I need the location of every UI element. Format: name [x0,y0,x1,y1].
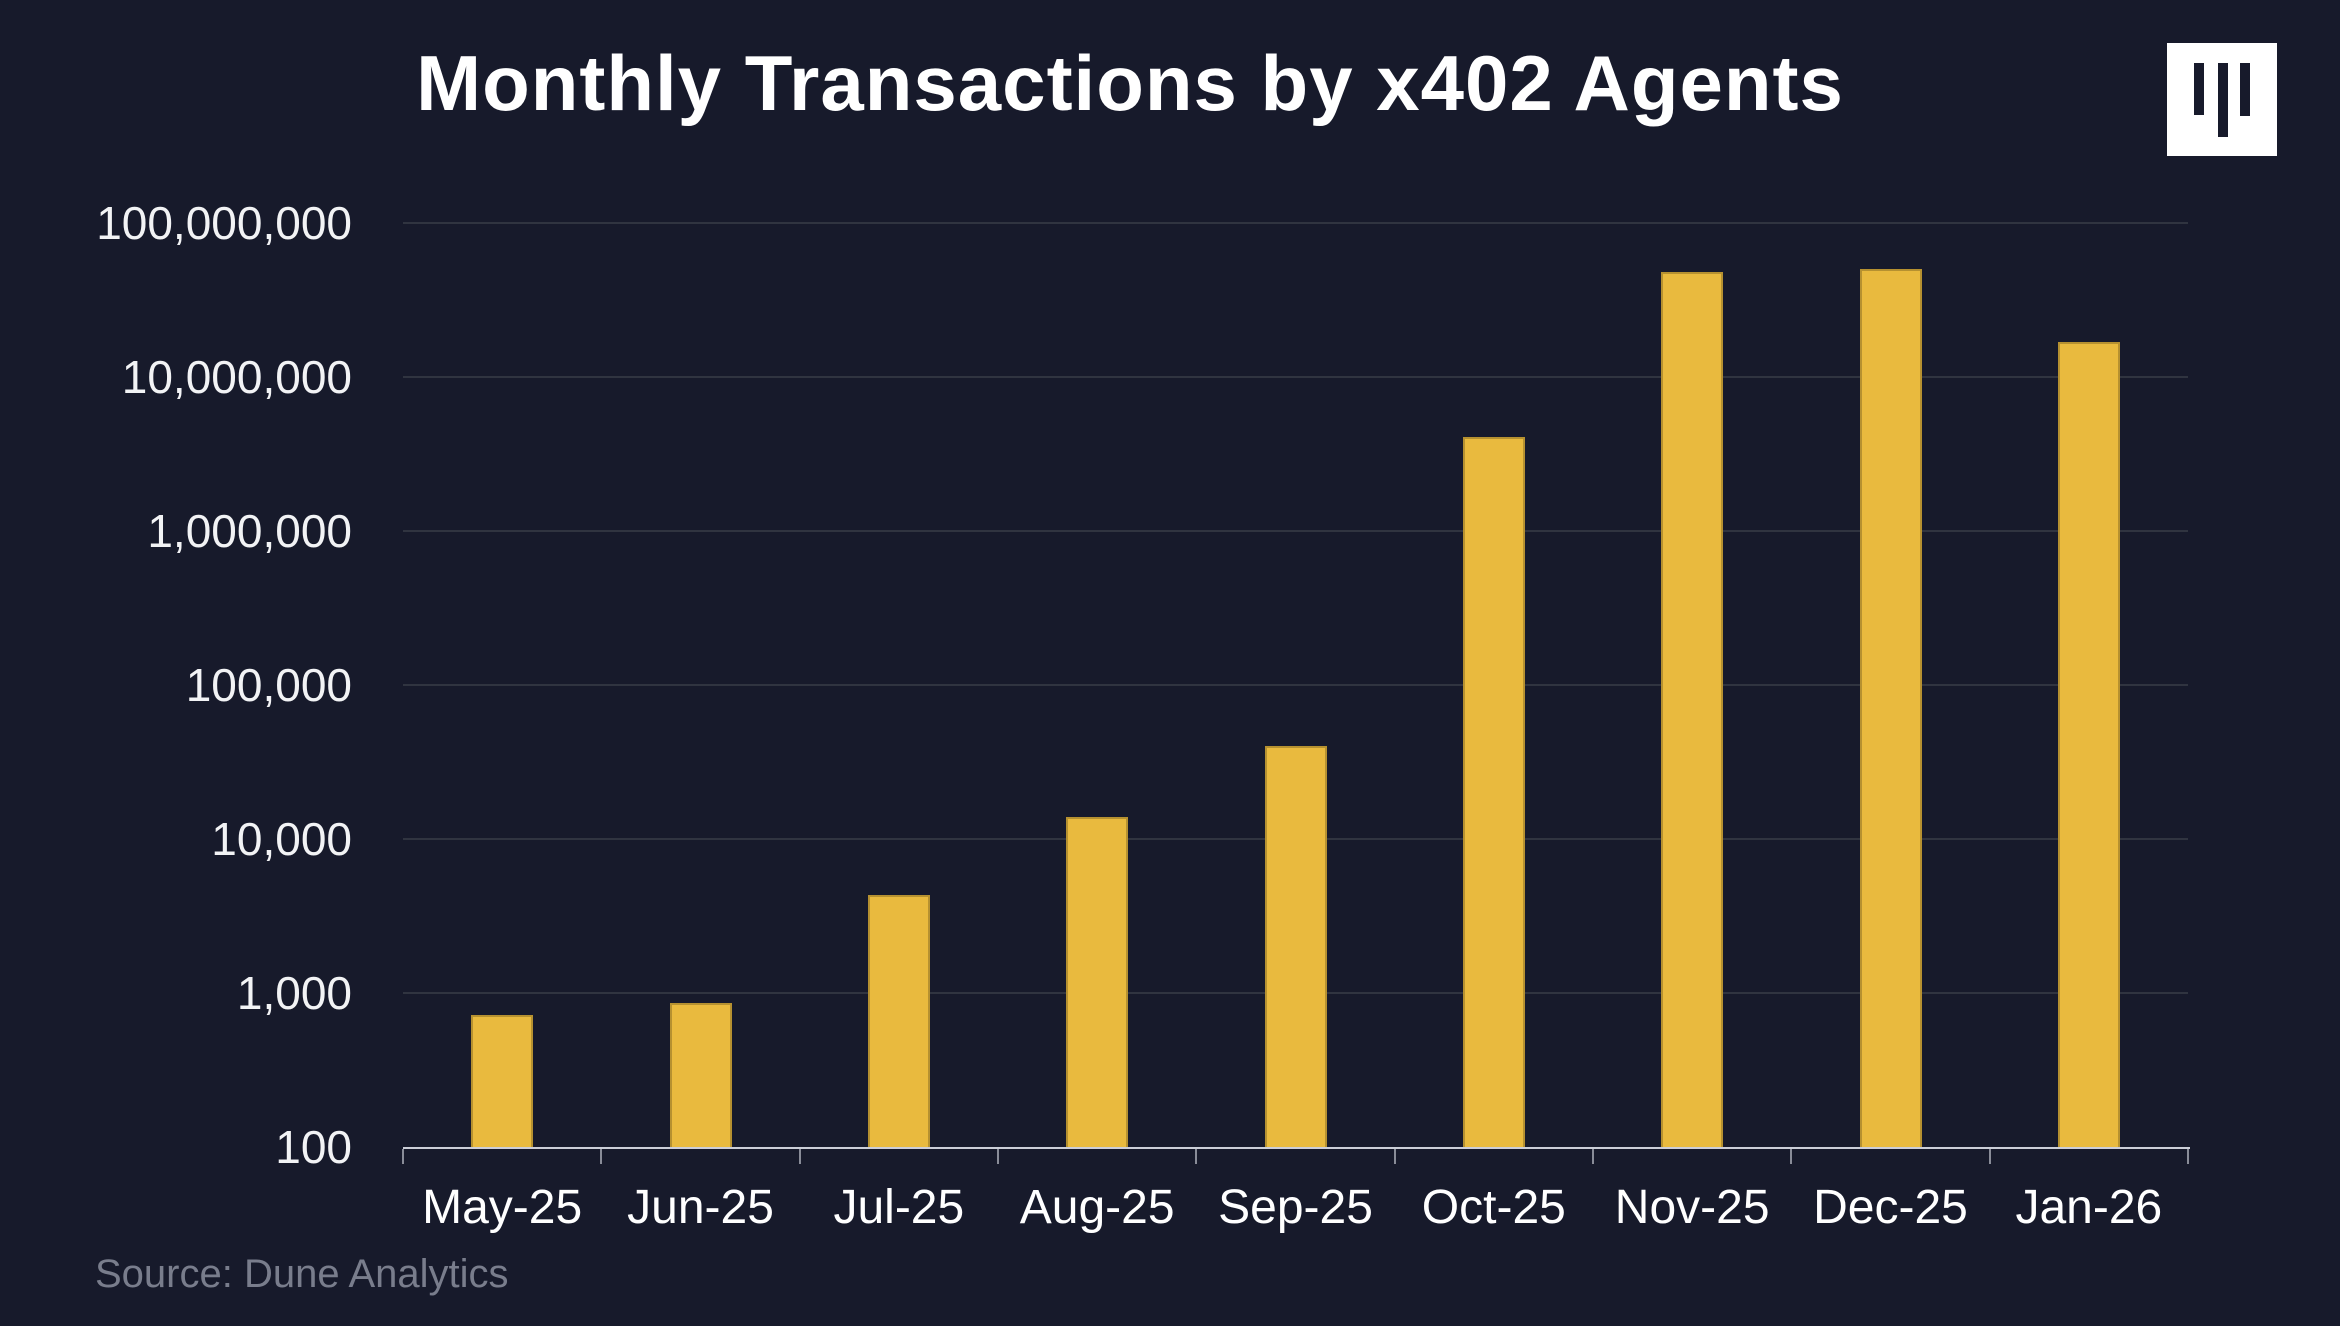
bar-oct-25 [1462,436,1525,1147]
y-axis-label: 100 [275,1121,352,1173]
bar-sep-25 [1264,746,1327,1147]
x-axis-tick [1790,1149,1793,1164]
logo-bar-icon [2240,63,2250,116]
bar-aug-25 [1066,816,1129,1147]
x-axis-label: Jan-26 [2015,1181,2163,1234]
bar-jul-25 [867,895,930,1147]
y-axis-label: 100,000,000 [96,197,352,249]
source-note: Source: Dune Analytics [95,1252,509,1296]
x-axis-tick [1393,1149,1396,1164]
x-axis-label: Sep-25 [1218,1181,1373,1234]
x-axis-line [403,1147,2190,1149]
x-axis-label: Aug-25 [1019,1181,1175,1234]
bar-dec-25 [1859,269,1922,1147]
x-axis-tick [798,1149,801,1164]
plot-area [403,222,2188,1147]
x-axis-tick [600,1149,603,1164]
x-axis-label: Nov-25 [1614,1181,1770,1234]
gridline [403,222,2188,224]
y-axis-label: 10,000,000 [121,351,352,403]
logo-bar-icon [2218,63,2228,137]
x-axis-label: Oct-25 [1421,1181,1566,1234]
x-axis-label: Jun-25 [627,1181,774,1234]
y-axis-label: 100,000 [185,659,352,711]
chart-title: Monthly Transactions by x402 Agents [416,39,1844,127]
y-axis-label: 1,000,000 [147,505,352,557]
x-axis-tick [1592,1149,1594,1164]
bar-nov-25 [1661,272,1724,1147]
x-axis-tick [1195,1149,1198,1164]
x-axis-label: Jul-25 [833,1181,965,1234]
x-axis-tick [402,1149,404,1164]
bar-jan-26 [2057,341,2120,1147]
bar-jun-25 [669,1003,732,1147]
x-axis-tick [997,1149,999,1164]
bar-may-25 [471,1014,534,1147]
gridline [403,684,2188,686]
gridline [403,376,2188,378]
y-axis-label: 1,000 [236,967,352,1019]
logo-bar-icon [2194,63,2204,115]
x-axis-tick [1988,1149,1991,1164]
x-axis-label: Dec-25 [1813,1181,1968,1234]
x-axis-label: May-25 [422,1181,583,1234]
gridline [403,530,2188,532]
x-axis-tick [2187,1149,2189,1164]
brand-logo [2167,43,2277,156]
y-axis-label: 10,000 [211,813,352,865]
